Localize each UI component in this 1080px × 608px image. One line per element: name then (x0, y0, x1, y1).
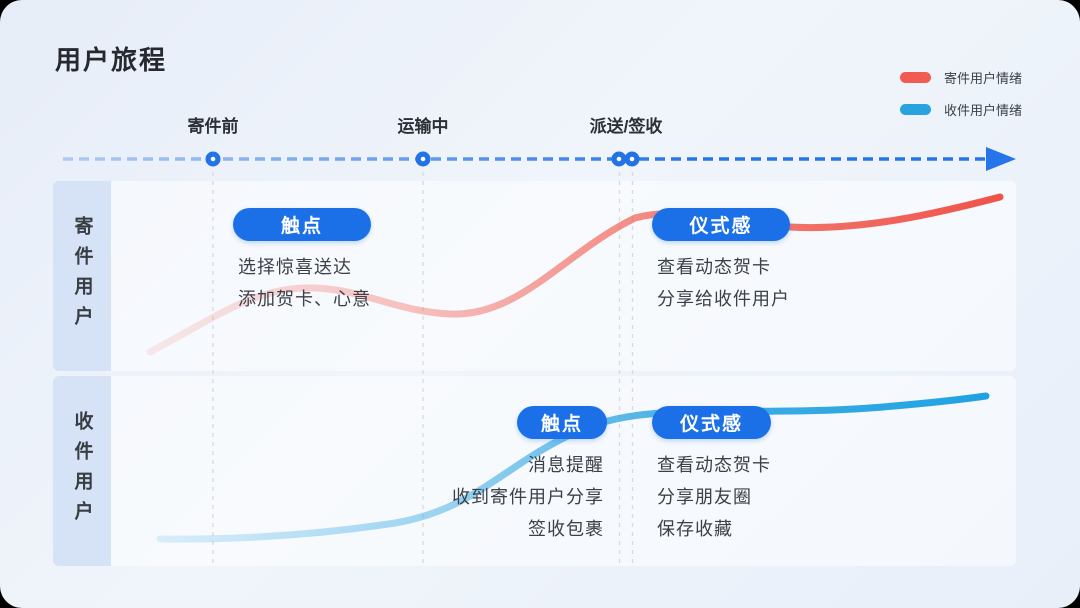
sender-touchpoint-annotation: 触点 选择惊喜送达 添加贺卡、心意 (233, 208, 371, 315)
legend: 寄件用户情绪 收件用户情绪 (899, 68, 1022, 119)
legend-label: 收件用户情绪 (943, 103, 1022, 118)
annotation-items: 查看动态贺卡 分享给收件用户 (652, 251, 790, 315)
milestone-label-before-shipping: 寄件前 (187, 117, 239, 136)
legend-item-receiver: 收件用户情绪 (899, 100, 1022, 119)
sender-emotion-curve (146, 193, 1004, 356)
annotation-item: 查看动态贺卡 (657, 257, 771, 277)
receiver-emotion-swatch (899, 104, 931, 115)
lane-sender: 寄件用户 (53, 181, 1016, 371)
legend-item-sender: 寄件用户情绪 (899, 68, 1022, 87)
touchpoint-badge: 触点 (233, 208, 371, 241)
annotation-item: 分享给收件用户 (657, 289, 790, 309)
milestone-label-in-transit: 运输中 (397, 117, 449, 136)
milestone-label-delivery-signoff: 派送/签收 (589, 117, 663, 136)
annotation-item: 添加贺卡、心意 (238, 289, 371, 309)
annotation-item: 保存收藏 (657, 519, 733, 539)
annotation-item: 签收包裹 (528, 519, 604, 539)
lane-sender-label: 寄件用户 (71, 216, 93, 336)
annotation-item: 选择惊喜送达 (238, 257, 352, 277)
receiver-ritual-annotation: 仪式感 查看动态贺卡 分享朋友圈 保存收藏 (652, 406, 771, 545)
annotation-items: 消息提醒 收到寄件用户分享 签收包裹 (452, 449, 607, 545)
timeline-arrow-icon (986, 147, 1016, 171)
annotation-item: 查看动态贺卡 (657, 455, 771, 475)
annotation-items: 查看动态贺卡 分享朋友圈 保存收藏 (652, 449, 771, 545)
ritual-badge: 仪式感 (652, 406, 771, 439)
timeline-marker-icon (624, 151, 640, 167)
annotation-item: 收到寄件用户分享 (452, 487, 604, 507)
timeline-marker-icon (205, 151, 221, 167)
legend-label: 寄件用户情绪 (943, 71, 1022, 86)
receiver-touchpoint-annotation: 触点 消息提醒 收到寄件用户分享 签收包裹 (452, 406, 607, 545)
timeline-marker-icon (611, 151, 627, 167)
lane-receiver-label: 收件用户 (71, 411, 93, 531)
lane-receiver-label-box: 收件用户 (53, 376, 111, 566)
page-title: 用户旅程 (55, 45, 168, 75)
ritual-badge: 仪式感 (652, 208, 790, 241)
annotation-items: 选择惊喜送达 添加贺卡、心意 (233, 251, 371, 315)
annotation-item: 分享朋友圈 (657, 487, 752, 507)
annotation-item: 消息提醒 (528, 455, 604, 475)
sender-emotion-swatch (899, 72, 931, 83)
sender-ritual-annotation: 仪式感 查看动态贺卡 分享给收件用户 (652, 208, 790, 315)
timeline-marker-icon (415, 151, 431, 167)
lane-sender-label-box: 寄件用户 (53, 181, 111, 371)
touchpoint-badge: 触点 (516, 406, 607, 439)
